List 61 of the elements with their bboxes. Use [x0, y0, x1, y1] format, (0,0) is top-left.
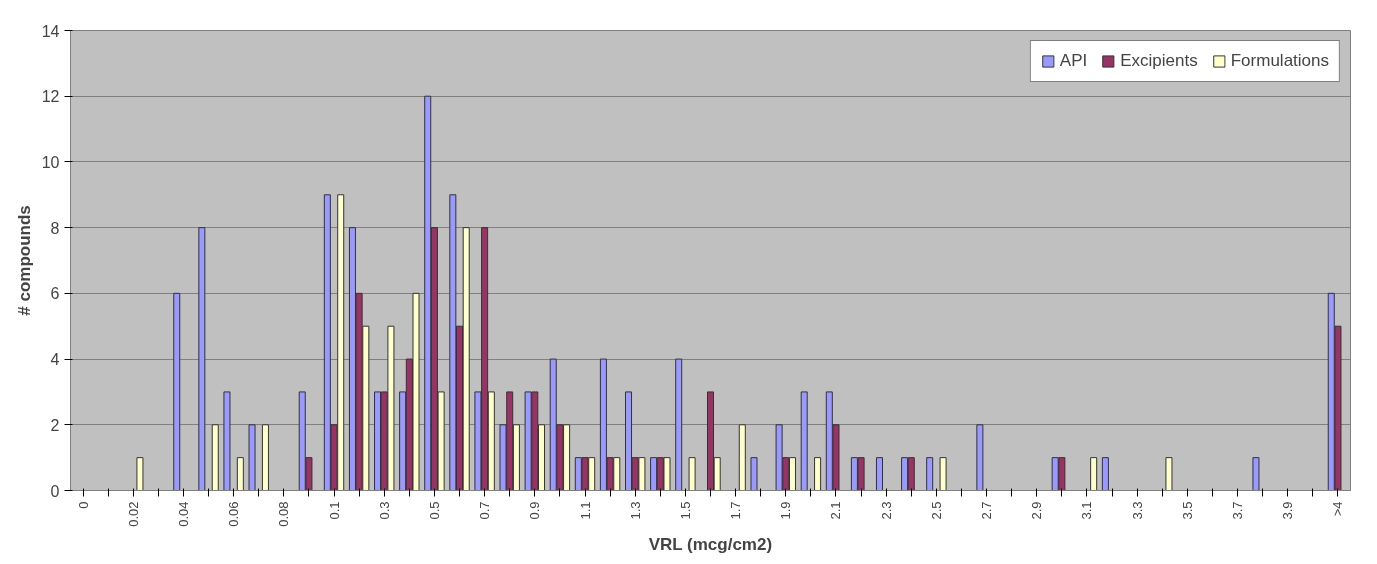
x-tick-label: 2.5 — [928, 501, 944, 520]
x-tick-label: 3.3 — [1129, 501, 1145, 520]
x-tick-label: 0.9 — [527, 501, 543, 520]
bar — [738, 424, 746, 491]
y-axis-title: # compounds — [14, 205, 34, 316]
legend-label: Excipients — [1120, 51, 1198, 71]
bar — [1101, 457, 1109, 491]
bar — [1252, 457, 1260, 491]
bar — [248, 424, 256, 491]
x-tick-label: 0.02 — [125, 501, 141, 527]
x-tick-label: 2.7 — [979, 501, 995, 520]
x-tick-label: 1.3 — [627, 501, 643, 520]
x-tick-label: 0 — [75, 501, 91, 509]
x-tick-label: 1.5 — [677, 501, 693, 520]
bar — [211, 424, 219, 491]
y-tick-label: 12 — [41, 88, 60, 106]
x-tick-label: 0.3 — [376, 501, 392, 520]
bar — [173, 292, 181, 491]
bar — [236, 457, 244, 491]
y-tick-label: 4 — [50, 351, 60, 369]
x-tick-label: 2.9 — [1029, 501, 1045, 520]
x-tick-label: 3.7 — [1230, 501, 1246, 520]
x-tick-label: 1.1 — [577, 501, 593, 520]
bar — [875, 457, 884, 491]
bar — [1090, 457, 1098, 491]
bar — [926, 457, 934, 491]
bar — [800, 391, 808, 491]
bar — [223, 391, 231, 491]
x-tick-label: 2.1 — [828, 501, 844, 520]
x-tick-label: 3.1 — [1079, 501, 1095, 520]
bar — [939, 457, 947, 491]
bar — [1165, 457, 1173, 491]
x-tick-label: 3.9 — [1280, 501, 1296, 520]
x-tick-label: 3.5 — [1179, 501, 1195, 520]
x-tick-label: 0.08 — [276, 501, 292, 527]
bar — [750, 457, 758, 491]
x-tick-label: 0.5 — [426, 501, 442, 520]
x-tick-label: 0.04 — [175, 501, 191, 527]
bar — [198, 227, 206, 491]
y-tick-label: 2 — [50, 416, 60, 434]
bar — [688, 457, 696, 491]
x-tick-label: 0.7 — [477, 501, 493, 520]
x-tick-label: 0.1 — [326, 501, 342, 520]
y-tick-label: 6 — [50, 285, 60, 303]
x-tick-label: 0.06 — [226, 501, 242, 527]
x-tick-label: 2.3 — [878, 501, 894, 520]
bar — [976, 424, 984, 491]
x-tick-label: 1.9 — [778, 501, 794, 520]
y-tick-label: 10 — [41, 153, 60, 171]
y-tick-label: 0 — [50, 482, 60, 500]
bar — [675, 358, 683, 491]
y-tick-label: 8 — [50, 219, 60, 237]
legend-label: Formulations — [1230, 51, 1329, 71]
bar — [136, 457, 144, 491]
y-tick-label: 14 — [41, 22, 60, 40]
legend-label: API — [1059, 51, 1088, 71]
bar — [261, 424, 269, 491]
x-tick-label: 1.7 — [728, 501, 744, 520]
x-axis-title: VRL (mcg/cm2) — [648, 534, 773, 554]
bar — [814, 457, 822, 491]
x-tick-label: >4 — [1330, 501, 1346, 517]
